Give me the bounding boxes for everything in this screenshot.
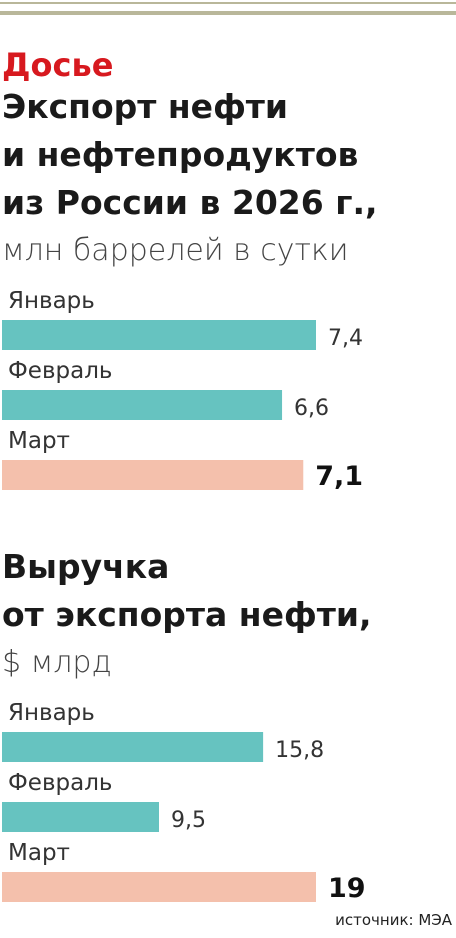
kicker: Досье — [2, 46, 113, 84]
chart-title: из России в 2026 г., — [2, 183, 378, 222]
bar — [2, 390, 283, 420]
bar — [2, 732, 264, 762]
bar — [2, 320, 316, 350]
bar — [2, 802, 159, 832]
category-label: Март — [8, 428, 70, 454]
category-label: Январь — [8, 288, 95, 314]
bar — [2, 460, 304, 490]
category-label: Март — [8, 840, 70, 866]
source: источник: МЭА — [335, 911, 453, 929]
chart-title: Выручка — [2, 547, 169, 586]
value-label: 9,5 — [171, 808, 206, 833]
chart-title: Экспорт нефти — [2, 87, 288, 126]
category-label: Январь — [8, 700, 95, 726]
chart-subtitle: $ млрд — [2, 645, 112, 680]
value-label: 6,6 — [294, 396, 329, 421]
bar — [2, 872, 316, 902]
value-label: 15,8 — [275, 738, 324, 763]
category-label: Февраль — [8, 358, 112, 384]
category-label: Февраль — [8, 770, 112, 796]
chart-title: и нефтепродуктов — [2, 135, 358, 174]
value-label: 19 — [328, 873, 366, 904]
chart-title: от экспорта нефти, — [2, 595, 372, 634]
chart-subtitle: млн баррелей в сутки — [2, 233, 349, 268]
value-label: 7,4 — [328, 326, 363, 351]
value-label: 7,1 — [315, 461, 363, 492]
